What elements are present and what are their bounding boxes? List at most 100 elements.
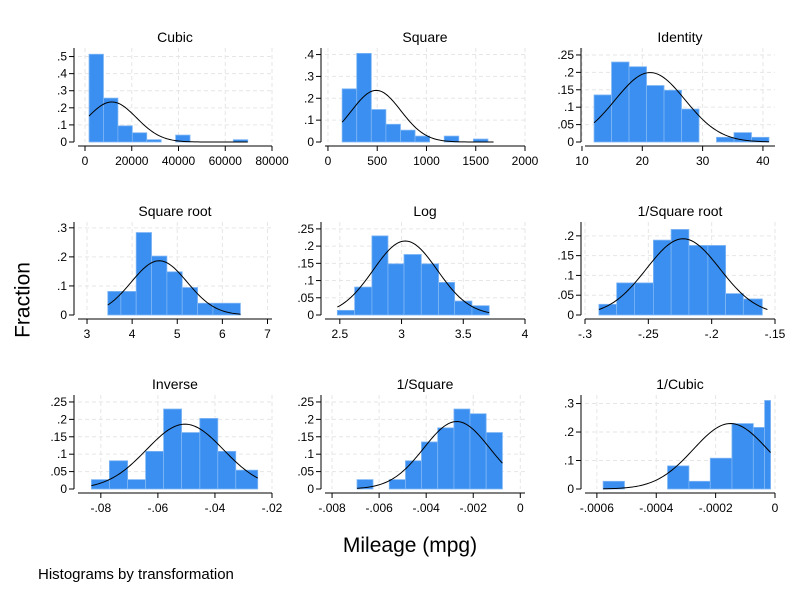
figure-note: Histograms by transformation — [38, 566, 234, 583]
histogram-bar — [371, 235, 389, 316]
histogram-bar — [469, 413, 487, 490]
y-tick-label: .2 — [304, 412, 314, 426]
y-tick-label: .2 — [57, 250, 67, 264]
y-tick-label: .1 — [564, 268, 574, 282]
y-tick-label: 0 — [307, 482, 314, 496]
histogram-bar — [131, 132, 148, 143]
x-tick-label: -.04 — [205, 501, 226, 515]
normal-density-curve — [593, 72, 769, 143]
histogram-bar — [405, 460, 422, 490]
histogram-bar — [421, 441, 439, 490]
histogram-bar — [634, 282, 654, 316]
y-tick-label: .1 — [304, 274, 314, 288]
y-tick-label: .3 — [304, 69, 314, 83]
histogram-bar — [166, 271, 183, 316]
y-tick-label: 0 — [567, 135, 574, 149]
y-tick-label: .05 — [297, 465, 314, 479]
histogram-bar — [437, 427, 455, 490]
histogram-bar — [670, 229, 690, 316]
x-tick-label: 20 — [636, 154, 650, 168]
x-tick-label: 4 — [522, 327, 529, 341]
y-tick-label: .25 — [297, 395, 314, 409]
y-tick-label: .3 — [564, 397, 574, 411]
histogram-bar — [387, 263, 405, 316]
x-tick-label: 0 — [325, 154, 332, 168]
y-tick-label: .1 — [57, 279, 67, 293]
histogram-bar — [628, 66, 647, 143]
histogram-bar — [356, 479, 374, 490]
histogram-bar — [235, 469, 259, 490]
x-tick-label: 3 — [398, 327, 405, 341]
histogram-bar — [616, 282, 635, 316]
y-tick-label: .15 — [557, 83, 574, 97]
histogram-bar — [438, 282, 456, 316]
histogram-bar — [175, 134, 191, 143]
normal-density-curve — [107, 260, 241, 315]
x-tick-label: -.3 — [578, 327, 592, 341]
normal-density-curve — [88, 101, 248, 143]
y-tick-label: .05 — [297, 291, 314, 305]
histogram-bar — [646, 85, 665, 143]
x-tick-label: -.06 — [148, 501, 169, 515]
histogram-bar — [117, 125, 133, 143]
histogram-bar — [593, 94, 612, 143]
x-tick-label: -.008 — [318, 501, 346, 515]
y-tick-label: .15 — [297, 256, 314, 270]
panel-title: 1/Square root — [638, 203, 723, 219]
x-tick-label: 60000 — [209, 154, 243, 168]
histogram-bar — [356, 52, 372, 143]
histogram-bar — [103, 97, 119, 143]
y-tick-label: .1 — [304, 447, 314, 461]
x-tick-label: 10 — [575, 154, 589, 168]
y-axis-label: Fraction — [12, 262, 35, 338]
x-tick-label: 5 — [174, 327, 181, 341]
y-tick-label: .5 — [57, 50, 67, 64]
histogram-bar — [414, 135, 431, 143]
histogram-bar — [199, 418, 219, 490]
histogram-bar — [127, 479, 147, 490]
x-tick-label: -.15 — [765, 327, 786, 341]
normal-density-curve — [603, 423, 771, 490]
y-tick-label: .25 — [297, 222, 314, 236]
y-tick-label: .2 — [564, 229, 574, 243]
histogram-bar — [742, 298, 763, 316]
histogram-bar — [181, 287, 198, 316]
normal-density-curve — [91, 423, 258, 487]
histogram-bar — [663, 89, 682, 143]
x-axis-label: Mileage (mpg) — [342, 534, 478, 557]
y-tick-label: 0 — [60, 482, 67, 496]
histogram-bar — [688, 245, 709, 316]
histogram-bar — [336, 309, 356, 316]
histogram-bar — [731, 423, 754, 490]
normal-density-curve — [356, 421, 503, 489]
y-tick-label: 0 — [60, 308, 67, 322]
histogram-bar — [707, 245, 726, 316]
x-tick-label: 40 — [756, 154, 770, 168]
x-tick-label: -.08 — [90, 501, 111, 515]
y-tick-label: .05 — [557, 118, 574, 132]
histogram-bar — [709, 457, 733, 490]
x-tick-label: -.0002 — [699, 501, 733, 515]
x-tick-label: 80000 — [255, 154, 289, 168]
x-tick-label: -.25 — [638, 327, 659, 341]
x-tick-label: 1000 — [413, 154, 440, 168]
histogram-bar — [454, 300, 473, 316]
panel-title: Inverse — [152, 376, 198, 392]
x-tick-label: 20000 — [115, 154, 149, 168]
panel-title: Cubic — [157, 29, 193, 45]
x-tick-label: 2.5 — [331, 327, 348, 341]
histogram-bar — [453, 408, 471, 490]
panel-2: 0 .05 .1 .15 .2 .25 10 20 30 40 Identity — [557, 29, 775, 168]
histogram-bar — [385, 123, 401, 143]
y-tick-label: .2 — [57, 412, 67, 426]
x-tick-label: 0 — [517, 501, 524, 515]
histogram-bar — [403, 254, 422, 316]
y-tick-label: .1 — [564, 100, 574, 114]
x-tick-label: -.004 — [412, 501, 440, 515]
x-tick-label: 7 — [264, 327, 271, 341]
histogram-bar — [145, 450, 164, 490]
y-tick-label: .3 — [57, 84, 67, 98]
x-tick-label: 3.5 — [455, 327, 472, 341]
panel-title: Identity — [657, 29, 702, 45]
x-tick-label: 2000 — [512, 154, 539, 168]
